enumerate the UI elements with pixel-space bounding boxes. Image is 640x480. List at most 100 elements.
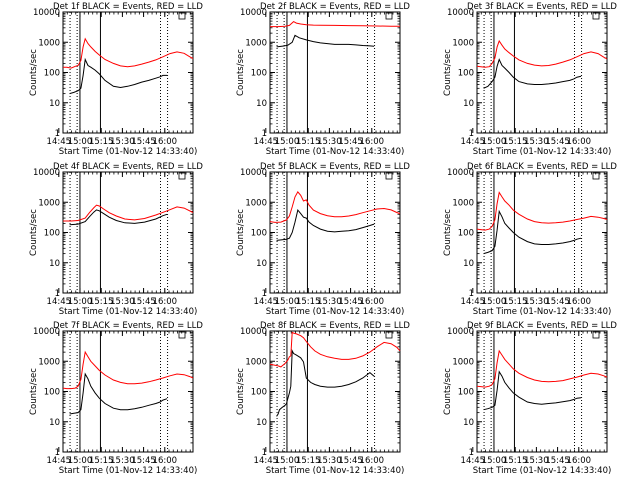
y-tick-label: 1	[469, 448, 474, 458]
events-series-line	[483, 370, 582, 411]
panel-det-8f: 1 10 100 1000 10000 14:4515:0015:1515:3015:45…	[236, 321, 410, 476]
panel-det-5f: 1 10 100 1000 10000 14:4515:0015:1515:3015:45…	[236, 162, 410, 317]
x-tick-label: 15:30	[110, 137, 135, 147]
y-tick-label: 10000	[240, 327, 267, 337]
y-tick-label: 10000	[33, 168, 60, 178]
corner-box-icon	[385, 331, 393, 339]
corner-box-icon	[592, 172, 600, 180]
panel-det-1f: 1 10 100 1000 10000 14:4515:0015:1515:3015:45…	[29, 2, 203, 157]
y-tick-label: 1000	[245, 198, 267, 208]
x-tick-label: 14:45	[47, 456, 72, 466]
x-tick-label: 16:00	[153, 297, 178, 307]
lld-series-line	[476, 191, 608, 231]
panel-title: Det 8f BLACK = Events, RED = LLD	[260, 321, 410, 331]
x-tick-label: 15:30	[110, 297, 135, 307]
y-tick-label: 10000	[447, 327, 474, 337]
corner-box-icon	[385, 172, 393, 180]
x-tick-label: 15:15	[89, 137, 114, 147]
x-tick-label: 15:00	[275, 456, 300, 466]
y-tick-label: 1	[55, 129, 60, 139]
events-series-line	[276, 349, 375, 417]
y-axis-label: Counts/sec	[29, 49, 39, 96]
x-tick-label: 15:15	[296, 456, 321, 466]
y-tick-label: 1000	[452, 357, 474, 367]
x-tick-label: 15:30	[110, 456, 135, 466]
y-tick-label: 100	[458, 229, 474, 239]
y-tick-label: 100	[44, 229, 60, 239]
y-tick-label: 100	[44, 69, 60, 79]
plot-frame	[269, 11, 401, 134]
x-tick-label: 15:15	[296, 137, 321, 147]
x-tick-label: 15:00	[482, 456, 507, 466]
panel-det-6f: 1 10 100 1000 10000 14:4515:0015:1515:3015:45…	[443, 162, 617, 317]
x-axis-label: Start Time (01-Nov-12 14:33:40)	[473, 307, 612, 317]
corner-box-icon	[178, 331, 186, 339]
x-tick-label: 15:45	[338, 456, 363, 466]
x-tick-label: 15:15	[503, 297, 528, 307]
events-series-line	[276, 209, 375, 241]
x-tick-label: 15:30	[317, 456, 342, 466]
x-tick-label: 16:00	[153, 137, 178, 147]
panel-title: Det 3f BLACK = Events, RED = LLD	[467, 2, 617, 12]
y-tick-label: 1	[55, 448, 60, 458]
x-axis-label: Start Time (01-Nov-12 14:33:40)	[59, 466, 198, 476]
plot-frame	[476, 11, 608, 134]
events-series-line	[276, 34, 375, 48]
panel-title: Det 7f BLACK = Events, RED = LLD	[53, 321, 203, 331]
panel-title: Det 1f BLACK = Events, RED = LLD	[53, 2, 203, 12]
plot-frame	[62, 11, 194, 134]
y-tick-label: 1	[262, 448, 267, 458]
y-tick-label: 10	[256, 418, 267, 428]
x-tick-label: 16:00	[567, 297, 592, 307]
x-axis-label: Start Time (01-Nov-12 14:33:40)	[473, 147, 612, 157]
y-tick-label: 10	[256, 259, 267, 269]
y-tick-label: 10	[49, 418, 60, 428]
x-tick-label: 15:30	[317, 137, 342, 147]
x-tick-label: 16:00	[360, 297, 385, 307]
x-tick-label: 16:00	[360, 456, 385, 466]
x-tick-label: 15:15	[89, 297, 114, 307]
y-tick-label: 10	[49, 99, 60, 109]
y-tick-label: 100	[251, 388, 267, 398]
panel-title: Det 2f BLACK = Events, RED = LLD	[260, 2, 410, 12]
x-tick-label: 15:30	[524, 297, 549, 307]
y-tick-label: 10000	[240, 8, 267, 18]
x-tick-label: 14:45	[254, 297, 279, 307]
x-tick-label: 15:00	[275, 297, 300, 307]
y-axis-label: Counts/sec	[443, 209, 453, 256]
corner-box-icon	[385, 12, 393, 20]
x-tick-label: 14:45	[461, 297, 486, 307]
lld-series-line	[269, 191, 401, 223]
y-tick-label: 1000	[38, 198, 60, 208]
events-series-line	[69, 57, 168, 95]
y-tick-label: 10	[463, 418, 474, 428]
y-tick-label: 1	[469, 129, 474, 139]
events-series-line	[69, 372, 168, 415]
y-tick-label: 1	[55, 289, 60, 299]
panel-title: Det 9f BLACK = Events, RED = LLD	[467, 321, 617, 331]
x-tick-label: 15:00	[68, 297, 93, 307]
events-series-line	[483, 209, 582, 255]
panel-title: Det 4f BLACK = Events, RED = LLD	[53, 162, 203, 172]
events-series-line	[483, 58, 582, 89]
lld-series-line	[63, 204, 194, 222]
y-tick-label: 100	[458, 69, 474, 79]
x-tick-label: 15:45	[545, 456, 570, 466]
y-tick-label: 10000	[33, 8, 60, 18]
x-tick-label: 15:00	[275, 137, 300, 147]
y-tick-label: 1000	[38, 357, 60, 367]
x-tick-label: 16:00	[360, 137, 385, 147]
lld-series-line	[270, 20, 400, 28]
x-tick-label: 15:00	[482, 137, 507, 147]
x-axis-label: Start Time (01-Nov-12 14:33:40)	[59, 147, 198, 157]
y-tick-label: 1	[262, 129, 267, 139]
y-tick-label: 10	[256, 99, 267, 109]
x-tick-label: 15:00	[68, 137, 93, 147]
lld-series-line	[269, 331, 401, 368]
y-tick-label: 1000	[452, 198, 474, 208]
y-tick-label: 10000	[33, 327, 60, 337]
lld-series-line	[476, 39, 608, 68]
y-tick-label: 10	[49, 259, 60, 269]
x-axis-label: Start Time (01-Nov-12 14:33:40)	[266, 307, 405, 317]
